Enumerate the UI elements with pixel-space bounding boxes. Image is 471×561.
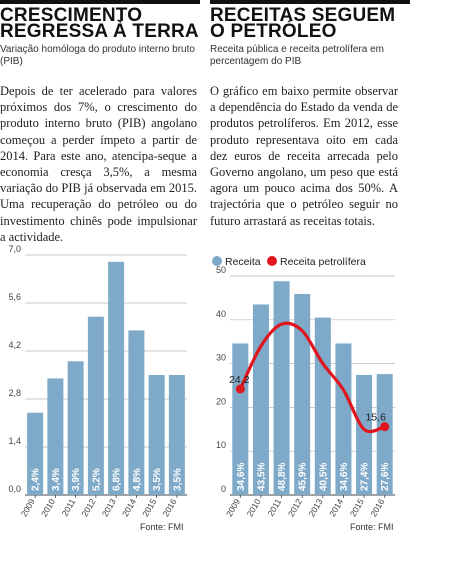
x-tick-label: 2010	[245, 497, 263, 519]
line-point-label: 24,2	[229, 374, 250, 386]
bar	[356, 374, 373, 495]
bar	[67, 361, 84, 495]
bar-value-label: 45,9%	[298, 463, 309, 491]
x-tick-label: 2010	[39, 497, 57, 519]
line-point	[235, 384, 245, 394]
bar-value-label: 27,4%	[360, 463, 371, 491]
bar	[27, 412, 44, 495]
bar	[128, 330, 145, 495]
bar	[108, 261, 125, 495]
bar-value-label: 2,4%	[31, 468, 42, 491]
bar-value-label: 34,6%	[339, 463, 350, 491]
bar	[273, 281, 290, 495]
bar-value-label: 4,8%	[132, 468, 143, 491]
right-subtitle: Receita pública e receita petrolífera em…	[210, 44, 384, 67]
x-tick-label: 2016	[160, 497, 178, 519]
x-tick-label: 2016	[368, 497, 386, 519]
bar	[87, 316, 104, 495]
right-headline: RECEITAS SEGUEM O PETRÓLEO	[210, 5, 396, 42]
right-source: Fonte: FMI	[350, 522, 394, 532]
y-tick-label: 5,6	[8, 292, 21, 302]
y-tick-label: 7,0	[8, 244, 21, 254]
bar	[294, 293, 311, 495]
bar-value-label: 3,5%	[152, 468, 163, 491]
bar-value-label: 3,5%	[172, 468, 183, 491]
bar	[148, 375, 165, 495]
y-tick-label: 4,2	[8, 340, 21, 350]
x-tick-label: 2012	[286, 497, 304, 519]
x-tick-label: 2013	[306, 497, 324, 519]
bar	[314, 317, 331, 495]
bar	[376, 374, 393, 495]
y-tick-label: 0	[221, 484, 226, 494]
bar	[168, 375, 185, 495]
right-top-rule	[210, 0, 410, 4]
bar-value-label: 34,6%	[236, 463, 247, 491]
y-tick-label: 2,8	[8, 388, 21, 398]
bar-value-label: 43,5%	[256, 463, 267, 491]
x-tick-label: 2015	[140, 497, 158, 519]
y-tick-label: 50	[216, 265, 226, 275]
line-point-label: 15,6	[365, 412, 386, 424]
bar	[47, 378, 64, 495]
right-body-text: O gráfico em baixo permite observar a de…	[210, 84, 398, 228]
y-tick-label: 20	[216, 396, 226, 406]
x-tick-label: 2009	[19, 497, 37, 519]
line-point	[380, 422, 390, 432]
x-tick-label: 2014	[120, 497, 138, 519]
y-tick-label: 1,4	[8, 436, 21, 446]
legend-swatch-receita	[212, 256, 222, 266]
bar-value-label: 48,8%	[277, 463, 288, 491]
x-tick-label: 2014	[327, 497, 345, 519]
bar-value-label: 6,8%	[112, 468, 123, 491]
gdp-growth-chart: 0,0 1,4 2,8 4,2 5,6 7,0 2,4% 3,4% 3,9% 5,2% 6,8% 4,…	[8, 244, 187, 519]
y-tick-label: 40	[216, 309, 226, 319]
x-tick-label: 2013	[100, 497, 118, 519]
oil-revenue-line	[238, 321, 386, 434]
x-tick-label: 2011	[60, 497, 78, 518]
left-body-text: Depois de ter acelerado para valores pró…	[0, 84, 197, 244]
bar-value-label: 3,9%	[71, 468, 82, 491]
left-top-rule	[0, 0, 200, 4]
left-headline: CRESCIMENTO REGRESSA À TERRA	[0, 5, 199, 42]
x-tick-label: 2011	[265, 497, 283, 518]
legend: Receita Receita petrolífera	[212, 256, 366, 268]
bar-value-label: 5,2%	[91, 468, 102, 491]
left-source: Fonte: FMI	[140, 522, 184, 532]
y-tick-label: 30	[216, 353, 226, 363]
bar-value-label: 40,5%	[318, 463, 329, 491]
bar-value-label: 3,4%	[51, 468, 62, 491]
bar	[335, 343, 352, 495]
bar-value-label: 27,6%	[380, 463, 391, 491]
left-subtitle: Variação homóloga do produto interno bru…	[0, 44, 195, 67]
legend-label-receita-petrolifera: Receita petrolífera	[280, 256, 366, 268]
legend-label-receita: Receita	[225, 256, 261, 268]
y-tick-label: 10	[216, 440, 226, 450]
legend-swatch-receita-petrolifera	[267, 256, 277, 266]
x-tick-label: 2015	[348, 497, 366, 519]
x-tick-label: 2012	[79, 497, 97, 519]
y-tick-label: 0,0	[8, 484, 21, 494]
x-tick-label: 2009	[224, 497, 242, 519]
revenue-chart: 0 10 20 30 40 50 34,6% 43,5% 48,8% 45,9% 40,5% 34,6…	[212, 256, 395, 519]
